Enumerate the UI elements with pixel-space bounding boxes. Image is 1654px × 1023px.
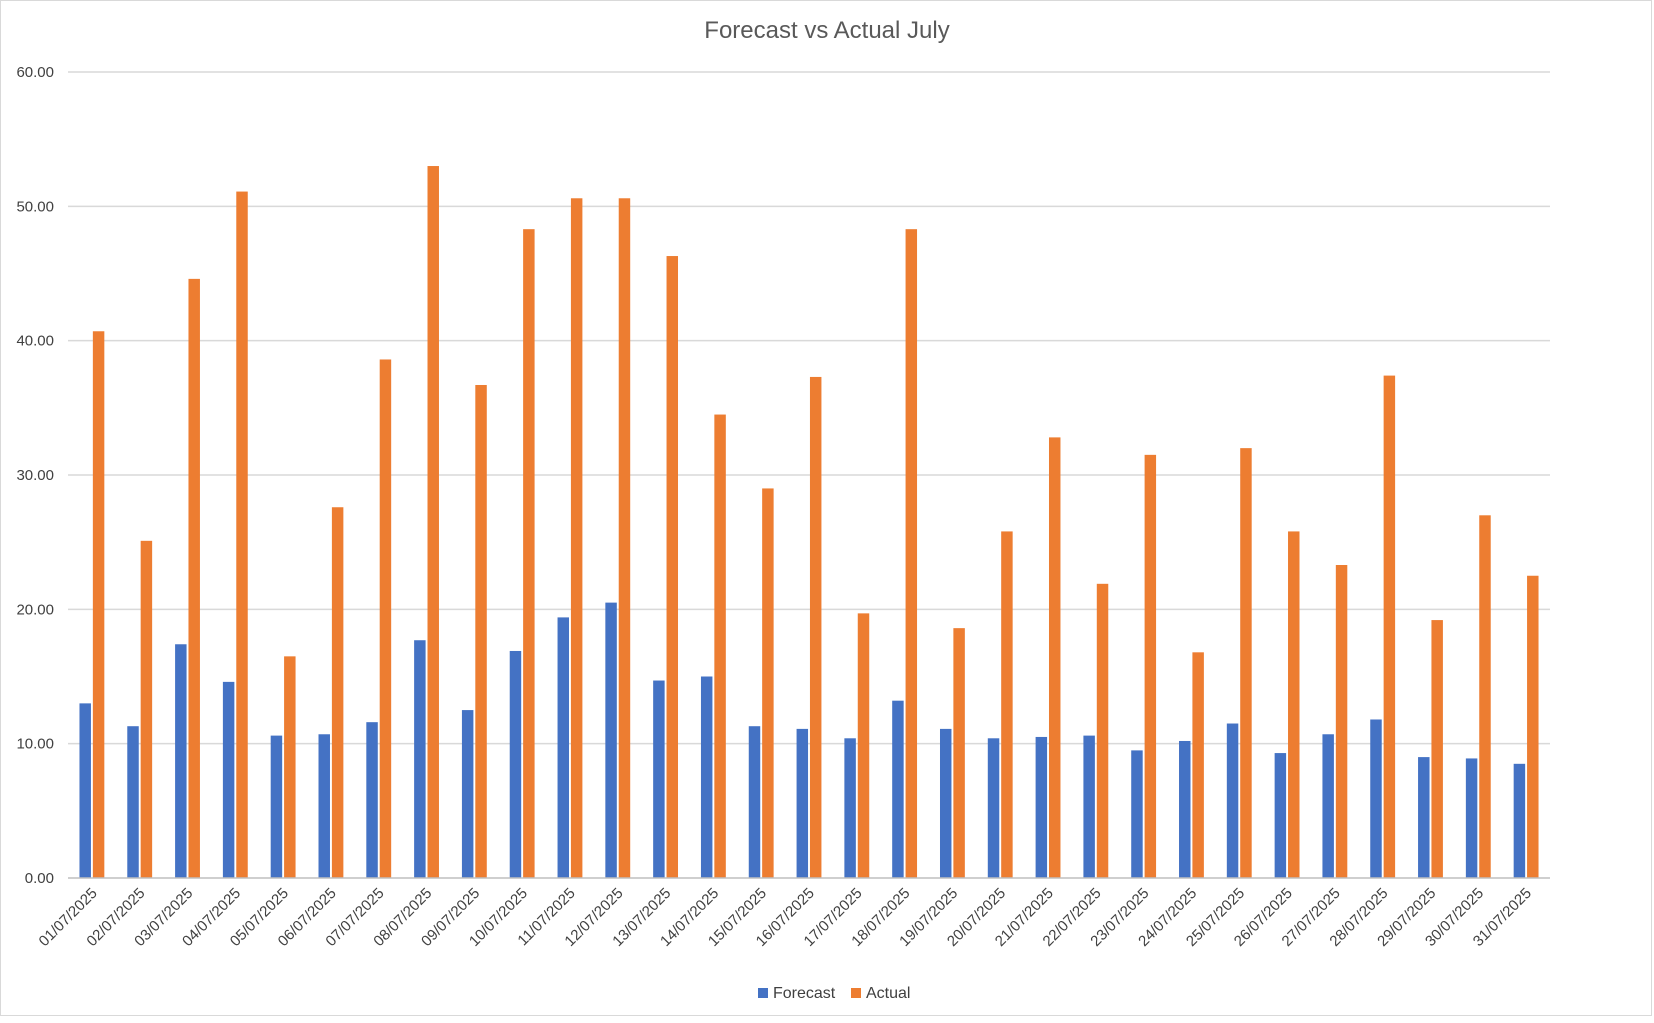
bar-actual-15	[762, 488, 774, 878]
bar-actual-4	[236, 191, 248, 879]
bar-actual-30	[1479, 515, 1491, 878]
bar-forecast-19	[939, 728, 952, 878]
bar-actual-3	[188, 278, 200, 879]
bar-actual-11	[570, 198, 583, 879]
bar-actual-7	[379, 359, 392, 878]
bar-actual-16	[809, 376, 822, 878]
legend-swatch-actual	[851, 988, 861, 998]
bar-forecast-29	[1418, 757, 1430, 878]
y-tick-label: 50.00	[16, 198, 54, 215]
bar-actual-27	[1335, 565, 1348, 878]
bar-actual-21	[1048, 437, 1061, 878]
bar-actual-28	[1383, 375, 1396, 878]
bar-actual-24	[1192, 652, 1204, 878]
bar-forecast-3	[175, 644, 187, 878]
bar-forecast-17	[844, 738, 856, 878]
bar-forecast-30	[1465, 758, 1478, 878]
bar-forecast-1	[79, 703, 91, 878]
legend-label-forecast: Forecast	[773, 985, 836, 1002]
x-axis-tick-labels: 01/07/202502/07/202503/07/202504/07/2025…	[36, 885, 1535, 950]
bar-forecast-15	[748, 726, 761, 878]
bar-actual-12	[618, 198, 631, 879]
bar-forecast-7	[366, 722, 378, 878]
bar-forecast-18	[892, 700, 904, 878]
bar-actual-17	[857, 613, 870, 878]
bar-forecast-6	[318, 734, 330, 878]
legend-swatch-forecast	[758, 988, 768, 998]
bar-actual-19	[953, 628, 965, 878]
bar-actual-5	[284, 656, 296, 878]
gridlines	[68, 71, 1550, 745]
bar-actual-8	[427, 166, 439, 879]
bar-forecast-14	[700, 676, 713, 878]
y-tick-label: 30.00	[16, 467, 54, 484]
y-tick-label: 20.00	[16, 601, 54, 618]
bar-forecast-16	[796, 728, 809, 878]
bar-actual-9	[475, 384, 487, 878]
chart-title: Forecast vs Actual July	[704, 17, 949, 44]
bar-forecast-21	[1035, 736, 1048, 878]
bar-actual-6	[331, 507, 344, 878]
bar-forecast-23	[1131, 750, 1143, 878]
bar-forecast-10	[509, 650, 522, 878]
bar-forecast-2	[127, 726, 139, 878]
bar-forecast-24	[1179, 740, 1191, 878]
bar-forecast-20	[987, 738, 1000, 878]
bar-forecast-27	[1322, 734, 1334, 878]
bar-actual-25	[1240, 448, 1252, 878]
bar-forecast-9	[461, 710, 474, 878]
bar-actual-29	[1431, 620, 1443, 878]
bar-forecast-8	[414, 640, 426, 878]
legend: Forecast Actual	[758, 985, 910, 1002]
y-tick-label: 40.00	[16, 333, 54, 350]
y-tick-label: 0.00	[25, 870, 54, 887]
bar-forecast-4	[222, 681, 235, 878]
bar-actual-14	[714, 414, 726, 878]
bar-forecast-28	[1370, 719, 1382, 878]
bar-forecast-31	[1513, 763, 1526, 878]
bar-actual-2	[140, 540, 153, 878]
bars	[79, 166, 1539, 879]
bar-forecast-11	[557, 617, 570, 878]
bar-forecast-13	[653, 680, 665, 878]
bar-forecast-25	[1226, 723, 1239, 878]
y-tick-label: 10.00	[16, 736, 54, 753]
y-tick-label: 60.00	[16, 64, 54, 81]
bar-actual-26	[1288, 531, 1300, 878]
bar-actual-22	[1096, 583, 1109, 878]
bar-forecast-12	[605, 602, 617, 878]
bar-forecast-26	[1274, 753, 1287, 878]
bar-actual-18	[905, 229, 918, 879]
bar-actual-31	[1527, 575, 1539, 878]
bar-actual-13	[666, 256, 679, 879]
bar-forecast-5	[270, 735, 283, 878]
legend-label-actual: Actual	[866, 985, 910, 1002]
bar-forecast-22	[1083, 735, 1095, 878]
bar-actual-20	[1001, 531, 1013, 878]
y-axis-tick-labels: 0.00 10.00 20.00 30.00 40.00 50.00 60.00	[16, 64, 54, 887]
bar-actual-23	[1144, 454, 1157, 878]
bar-actual-1	[92, 331, 105, 879]
bar-actual-10	[523, 229, 535, 879]
